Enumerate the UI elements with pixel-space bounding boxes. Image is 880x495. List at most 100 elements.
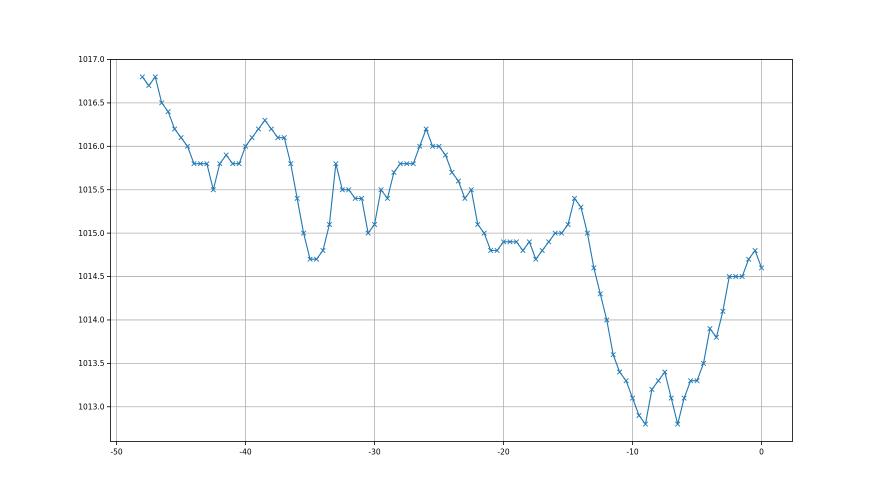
data-point-marker — [655, 378, 661, 384]
data-point-marker — [449, 169, 455, 175]
data-point-marker — [333, 161, 339, 167]
data-point-marker — [552, 230, 558, 236]
data-point-marker — [526, 239, 532, 245]
data-point-marker — [171, 126, 178, 132]
data-point-marker — [204, 161, 210, 167]
data-point-marker — [184, 143, 191, 149]
data-point-marker — [610, 352, 616, 358]
data-point-marker — [365, 230, 371, 236]
data-point-marker — [288, 161, 294, 167]
data-point-marker — [488, 247, 494, 254]
y-tick-label: 1017.0 — [78, 55, 104, 64]
y-tick-label: 1013.0 — [78, 402, 104, 411]
data-point-marker — [410, 161, 416, 167]
data-point-marker — [565, 221, 571, 228]
data-point-marker — [752, 247, 758, 254]
data-point-marker — [623, 378, 629, 384]
data-point-marker — [481, 230, 487, 236]
x-tick-label: 0 — [759, 448, 764, 457]
series-line — [139, 74, 765, 427]
x-tick-label: -50 — [110, 448, 122, 457]
data-point-marker — [165, 108, 171, 115]
y-tick-label: 1015.5 — [78, 185, 104, 194]
data-point-marker — [210, 187, 216, 193]
data-point-marker — [191, 161, 197, 167]
data-point-marker — [500, 239, 507, 245]
x-tick-label: -20 — [497, 448, 509, 457]
data-point-marker — [700, 360, 707, 366]
y-tick-label: 1016.0 — [78, 142, 104, 151]
x-tick-label: -30 — [368, 448, 380, 457]
data-point-marker — [758, 265, 765, 271]
data-point-marker — [462, 195, 468, 202]
y-tick-label: 1014.5 — [78, 272, 104, 281]
data-point-marker — [629, 395, 636, 401]
data-point-marker — [455, 178, 462, 184]
axis-ticks: -50 -40 -30 -20 -10 0 1013.0 1013.5 1014.0 1014.5… — [78, 55, 764, 456]
data-point-marker — [739, 273, 745, 280]
data-point-marker — [681, 395, 687, 401]
data-point-marker — [255, 126, 262, 132]
data-point-marker — [417, 143, 423, 149]
data-point-marker — [558, 230, 565, 236]
data-point-marker — [197, 161, 204, 167]
data-point-marker — [268, 126, 274, 132]
data-point-marker — [230, 161, 236, 167]
data-point-marker — [217, 161, 223, 167]
data-point-marker — [281, 135, 287, 141]
data-point-marker — [152, 74, 158, 80]
data-point-marker — [249, 135, 255, 141]
y-tick-label: 1014.0 — [78, 316, 104, 325]
data-point-marker — [391, 169, 397, 175]
data-point-marker — [687, 378, 694, 384]
data-point-marker — [507, 239, 513, 245]
data-point-marker — [300, 230, 307, 236]
data-point-marker — [733, 273, 739, 280]
data-point-marker — [604, 317, 610, 323]
data-point-marker — [339, 187, 345, 193]
plot-frame — [110, 59, 793, 442]
data-point-marker — [236, 161, 242, 167]
data-point-marker — [352, 195, 358, 202]
data-point-marker — [649, 386, 655, 393]
data-point-marker — [617, 369, 623, 375]
data-point-marker — [436, 143, 442, 149]
data-point-marker — [423, 126, 429, 132]
data-point-marker — [359, 195, 365, 202]
data-point-marker — [346, 187, 352, 193]
data-point-marker — [675, 421, 681, 427]
data-point-marker — [371, 221, 378, 228]
data-point-marker — [571, 195, 578, 202]
data-point-marker — [468, 187, 474, 193]
data-point-marker — [694, 378, 700, 384]
data-point-marker — [668, 395, 674, 401]
data-point-marker — [546, 239, 552, 245]
data-point-marker — [146, 82, 152, 89]
y-tick-label: 1015.0 — [78, 229, 104, 238]
data-point-marker — [475, 221, 481, 228]
data-point-marker — [707, 326, 713, 332]
data-point-marker — [442, 152, 449, 158]
data-point-marker — [294, 195, 300, 202]
data-point-marker — [539, 247, 545, 254]
data-point-marker — [139, 74, 145, 80]
data-point-marker — [307, 256, 313, 262]
data-point-marker — [720, 308, 726, 314]
data-point-marker — [326, 221, 333, 228]
data-point-marker — [713, 334, 720, 340]
data-point-marker — [404, 161, 410, 167]
grid — [110, 59, 793, 442]
data-point-marker — [584, 230, 591, 236]
data-point-marker — [520, 247, 526, 254]
data-point-marker — [533, 256, 539, 262]
data-point-marker — [513, 239, 520, 245]
series-polyline — [141, 75, 763, 426]
y-tick-label: 1016.5 — [78, 99, 104, 108]
data-point-marker — [384, 195, 391, 202]
data-point-marker — [591, 265, 597, 271]
data-point-marker — [726, 273, 732, 280]
data-point-marker — [159, 100, 165, 106]
data-point-marker — [578, 204, 584, 210]
data-point-marker — [223, 152, 229, 158]
data-point-marker — [178, 135, 184, 141]
